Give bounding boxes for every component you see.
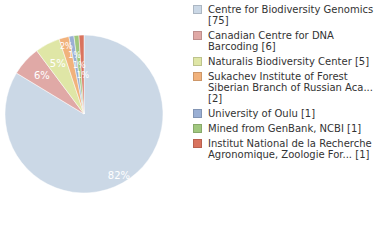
html-text:Mined from GenBank, NCBI [1]: Mined from GenBank, NCBI [1]: [208, 123, 362, 134]
svg-text:82%: 82%: [108, 170, 130, 181]
html-text:Naturalis Biodiversity Center: Naturalis Biodiversity Center [5]: [208, 56, 370, 67]
svg-text:2%: 2%: [60, 42, 73, 51]
svg-text:1%: 1%: [73, 61, 86, 70]
svg-text:5%: 5%: [50, 58, 66, 69]
html-text:University of Oulu [1]: University of Oulu [1]: [208, 108, 316, 119]
svg-text:6%: 6%: [34, 70, 50, 81]
html-text:Centre for Biodiversity Genomi: Centre for Biodiversity Genomics [75]: [208, 4, 374, 26]
svg-text:1%: 1%: [76, 71, 89, 80]
svg-text:1%: 1%: [68, 51, 81, 60]
html-text:Canadian Centre for DNA Barcod: Canadian Centre for DNA Barcoding [6]: [208, 30, 334, 52]
html-text:Sukachev Institute of Forest S: Sukachev Institute of Forest Siberian Br…: [208, 71, 373, 104]
html-text:Institut National de la Recher: Institut National de la Recherche Agrono…: [208, 138, 372, 160]
